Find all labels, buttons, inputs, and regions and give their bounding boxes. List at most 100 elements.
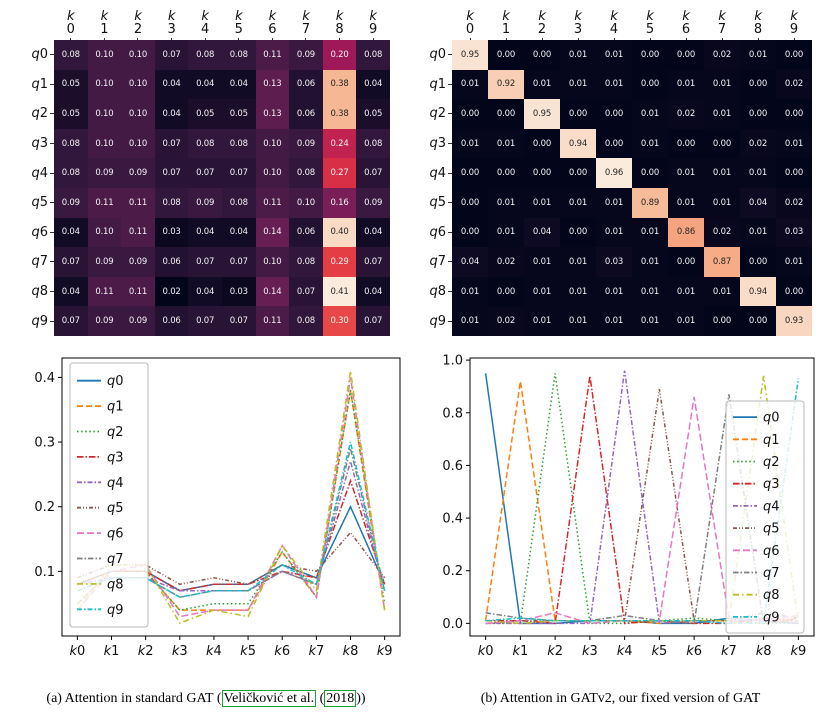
heatmap-cell: 0.01 (560, 276, 596, 307)
heatmap-cell: 0.03 (154, 217, 189, 248)
heatmap-cell: 0.00 (776, 158, 812, 188)
legend-label-q5: q5 (763, 522, 780, 537)
caption-a-prefix: (a) Attention in standard GAT ( (46, 691, 222, 706)
heatmap-cell: 0.05 (356, 99, 390, 129)
heatmap-cell: 0.00 (668, 128, 704, 159)
heatmap-cell: 0.96 (596, 158, 632, 188)
heatmap-cell: 0.30 (322, 306, 357, 336)
legend-label-q4: q4 (763, 499, 780, 514)
x-tick-label: k3 (582, 644, 598, 659)
citation-link-year[interactable]: 2018 (324, 690, 357, 707)
heatmap-cell: 0.00 (704, 128, 740, 159)
heatmap-cell: 0.01 (632, 128, 668, 159)
heatmap-cell: 0.11 (87, 187, 122, 218)
heatmap-cell: 0.41 (322, 276, 357, 307)
heatmap-cell: 0.01 (668, 187, 704, 218)
x-tick-label: k9 (790, 644, 806, 659)
heatmap-cell: 0.00 (524, 158, 560, 188)
line-chart-gatv2: 0.0 0.2 0.4 0.6 0.8 1.0 k0 k1 k2 k3 k4 k5 k6 k7 k8 k9 q0… (442, 354, 815, 659)
heatmap-cell: 0.00 (524, 128, 560, 159)
heatmap-cell: 0.11 (121, 187, 155, 218)
heatmap-cell: 0.01 (632, 217, 668, 248)
series-line-q2 (76, 390, 386, 611)
heatmap-cell: 0.11 (255, 306, 290, 336)
heatmap-cell: 0.10 (255, 247, 290, 277)
heatmap-cell: 0.08 (221, 187, 256, 218)
heatmap-cell: 0.01 (632, 306, 668, 336)
heatmap-cell: 0.07 (188, 158, 222, 188)
legend-label-q1: q1 (107, 400, 124, 415)
heatmap-cell: 0.92 (488, 69, 524, 100)
heatmap-cell: 0.00 (560, 158, 596, 188)
heatmap-cell: 0.09 (87, 158, 122, 188)
x-tick-label: k8 (756, 644, 772, 659)
heatmap-cell: 0.01 (776, 247, 812, 277)
heatmap-cell: 0.14 (255, 217, 290, 248)
heatmap-cell: 0.00 (632, 69, 668, 100)
heatmap-cell: 0.38 (322, 69, 357, 100)
heatmap-cell: 0.01 (560, 247, 596, 277)
heatmap-cell: 0.00 (488, 158, 524, 188)
heatmap-cell: 0.04 (188, 217, 222, 248)
heatmap-cell: 0.11 (121, 276, 155, 307)
heatmap-cell: 0.00 (452, 158, 488, 188)
heatmap-cell: 0.07 (154, 158, 189, 188)
heatmap-cell: 0.38 (322, 99, 357, 129)
heatmap-cell: 0.01 (740, 217, 776, 248)
heatmap-cell: 0.07 (356, 306, 390, 336)
heatmap-cell: 0.10 (255, 128, 290, 159)
heatmap-cell: 0.00 (488, 276, 524, 307)
heatmap-cell: 0.04 (221, 69, 256, 100)
y-tick-label: 0.0 (442, 617, 463, 632)
heatmap-cell: 0.09 (54, 187, 88, 218)
series-line-q2 (485, 373, 799, 625)
heatmap-cell: 0.02 (740, 128, 776, 159)
heatmap-cell: 0.00 (668, 247, 704, 277)
plot-box (61, 357, 401, 637)
series-line-q6 (76, 377, 386, 618)
heatmap-cell: 0.04 (188, 276, 222, 307)
heatmap-cell: 0.04 (221, 217, 256, 248)
x-tick-label: k7 (721, 644, 737, 659)
heatmap-gat: k 0 k 1 k 2 k 3 k 4 k 5 k 6 k 7 k 8 k 9 q 0 0.08 0.10 0.10 0.07 0.… (16, 10, 390, 336)
legend-label-q7: q7 (107, 552, 124, 567)
heatmap-cell: 0.01 (740, 40, 776, 70)
heatmap-cell: 0.09 (121, 306, 155, 336)
heatmap-cell: 0.04 (54, 276, 88, 307)
heatmap-cell: 0.01 (596, 69, 632, 100)
heatmap-cell: 0.01 (596, 276, 632, 307)
heatmap-cell: 0.07 (54, 306, 88, 336)
heatmap-cell: 0.01 (776, 128, 812, 159)
heatmap-cell: 0.01 (668, 158, 704, 188)
heatmap-cell: 0.01 (596, 187, 632, 218)
heatmap-cell: 0.01 (704, 276, 740, 307)
heatmap-cell: 0.07 (154, 40, 189, 70)
heatmap-cell: 0.02 (776, 69, 812, 100)
heatmap-cell: 0.04 (54, 217, 88, 248)
series-line-q4 (485, 370, 799, 625)
heatmap-cell: 0.08 (356, 128, 390, 159)
heatmap-cell: 0.00 (776, 40, 812, 70)
heatmap-cell: 0.03 (221, 276, 256, 307)
heatmap-cell: 0.01 (740, 158, 776, 188)
heatmap-cell: 0.01 (524, 276, 560, 307)
heatmap-cell: 0.09 (356, 187, 390, 218)
citation-link-author[interactable]: Veličković et al. (221, 690, 317, 707)
heatmap-cell: 0.00 (488, 40, 524, 70)
x-tick-label: k5 (240, 644, 256, 659)
